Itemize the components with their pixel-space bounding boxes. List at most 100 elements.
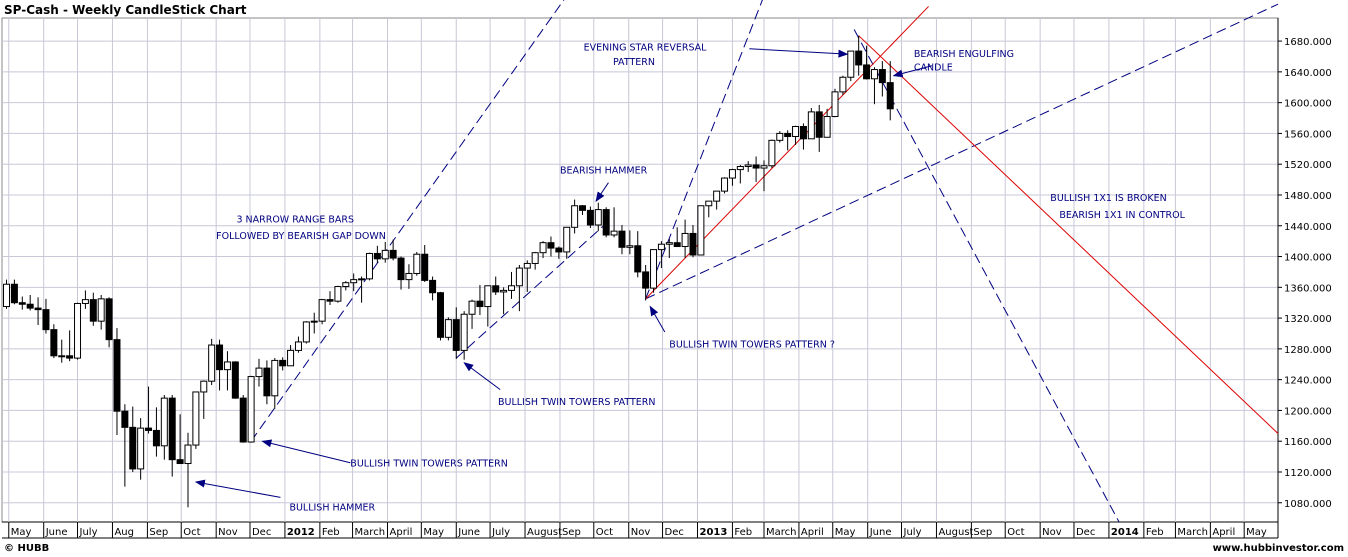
- x-tick-label: Oct: [183, 527, 200, 538]
- annotation-label: BULLISH HAMMER: [289, 502, 375, 513]
- candle-bullish: [792, 125, 800, 137]
- candle-bullish: [271, 359, 279, 397]
- y-tick-label: 1080.000: [1284, 499, 1332, 510]
- footer-website: www.hubbinvestor.com: [1212, 543, 1344, 554]
- x-tick-label: May: [423, 527, 444, 538]
- candle-bullish: [287, 349, 295, 367]
- candle-bullish: [247, 376, 255, 443]
- candle-bearish: [279, 359, 287, 367]
- x-tick-label: July: [491, 527, 510, 538]
- annotation-label: EVENING STAR REVERSAL: [584, 42, 708, 53]
- candle-bullish: [200, 380, 208, 393]
- candle-bullish: [626, 245, 634, 248]
- candle-bearish: [492, 285, 500, 293]
- candle-bullish: [657, 243, 665, 251]
- candle-bullish: [736, 166, 744, 171]
- candle-bearish: [18, 302, 26, 305]
- candle-bearish: [429, 279, 437, 294]
- candle-bullish: [365, 252, 373, 280]
- x-tick-label: June: [457, 527, 480, 538]
- candle-bullish: [137, 427, 145, 470]
- x-tick-label: July: [79, 527, 98, 538]
- x-tick-label: Dec: [665, 527, 684, 538]
- annotation-label: BEARISH 1X1 IN CONTROL: [1059, 210, 1185, 221]
- annotation-label: BULLISH TWIN TOWERS PATTERN: [498, 397, 656, 408]
- y-tick-label: 1680.000: [1284, 37, 1332, 48]
- candle-bullish: [563, 226, 571, 253]
- candle-bullish: [531, 252, 539, 264]
- candle-bullish: [160, 397, 168, 447]
- y-tick-label: 1320.000: [1284, 314, 1332, 325]
- x-tick-label: Feb: [1146, 527, 1164, 538]
- candle-bullish: [484, 285, 492, 308]
- candle-bearish: [602, 209, 610, 236]
- candle-bullish: [184, 444, 192, 465]
- x-tick-label: June: [869, 527, 892, 538]
- candle-bearish: [263, 367, 271, 397]
- candle-bearish: [452, 319, 460, 351]
- x-tick-label: May: [1246, 527, 1267, 538]
- candle-bearish: [50, 329, 58, 357]
- candle-bearish: [373, 252, 381, 260]
- y-tick-label: 1640.000: [1284, 68, 1332, 79]
- candle-bullish: [760, 165, 768, 169]
- y-tick-label: 1240.000: [1284, 376, 1332, 387]
- x-tick-label: Sep: [973, 527, 992, 538]
- candle-bearish: [129, 426, 137, 470]
- x-tick-label: 2012: [287, 527, 315, 538]
- y-tick-label: 1360.000: [1284, 283, 1332, 294]
- x-tick-label: April: [801, 527, 824, 538]
- x-tick-label: Feb: [734, 527, 752, 538]
- candle-bullish: [350, 279, 358, 284]
- candle-bearish: [878, 69, 886, 84]
- candle-bullish: [831, 91, 839, 117]
- candle-bullish: [650, 249, 658, 289]
- candle-bearish: [436, 292, 444, 338]
- candle-bearish: [176, 459, 184, 465]
- candle-bullish: [610, 230, 618, 236]
- y-tick-label: 1560.000: [1284, 129, 1332, 140]
- y-tick-label: 1480.000: [1284, 191, 1332, 202]
- y-tick-label: 1400.000: [1284, 253, 1332, 264]
- candle-bearish: [42, 309, 50, 331]
- candle-bullish: [665, 242, 673, 245]
- dashed-trend-line: [455, 223, 607, 359]
- y-tick-label: 1280.000: [1284, 345, 1332, 356]
- annotation-label: CANDLE: [914, 62, 953, 73]
- candle-bullish: [768, 139, 776, 167]
- candle-bearish: [421, 253, 429, 281]
- x-tick-label: Sep: [562, 527, 581, 538]
- candle-bullish: [302, 321, 310, 343]
- x-tick-label: March: [1177, 527, 1207, 538]
- candle-bearish: [152, 429, 160, 447]
- candle-bearish: [34, 307, 42, 311]
- candle-bearish: [121, 410, 129, 428]
- footer-copyright: © HUBB: [4, 543, 50, 554]
- annotation-label: 3 NARROW RANGE BARS: [236, 215, 354, 226]
- dashed-trend-line: [853, 29, 1120, 523]
- candle-bullish: [310, 320, 318, 323]
- x-tick-label: Nov: [631, 527, 651, 538]
- x-tick-label: Nov: [1042, 527, 1062, 538]
- x-tick-label: Aug: [114, 527, 134, 538]
- candle-bullish: [523, 262, 531, 269]
- candle-bullish: [823, 115, 831, 138]
- candle-bullish: [342, 282, 350, 288]
- x-tick-label: 2014: [1111, 527, 1139, 538]
- annotation-label: BEARISH HAMMER: [560, 165, 648, 176]
- candle-bullish: [223, 361, 231, 371]
- candle-bearish: [216, 344, 224, 371]
- candle-bullish: [334, 286, 342, 302]
- candle-bullish: [97, 298, 105, 322]
- candle-bullish: [208, 344, 216, 382]
- annotation-arrow: [649, 305, 666, 333]
- annotation-label: BEARISH ENGULFING: [914, 49, 1014, 60]
- candle-bullish: [515, 267, 523, 287]
- candle-bearish: [799, 125, 807, 140]
- candle-bullish: [728, 169, 736, 179]
- annotation-label: BULLISH TWIN TOWERS PATTERN: [350, 459, 508, 470]
- x-tick-label: March: [766, 527, 796, 538]
- candle-bearish: [547, 242, 555, 249]
- candle-bullish: [870, 69, 878, 80]
